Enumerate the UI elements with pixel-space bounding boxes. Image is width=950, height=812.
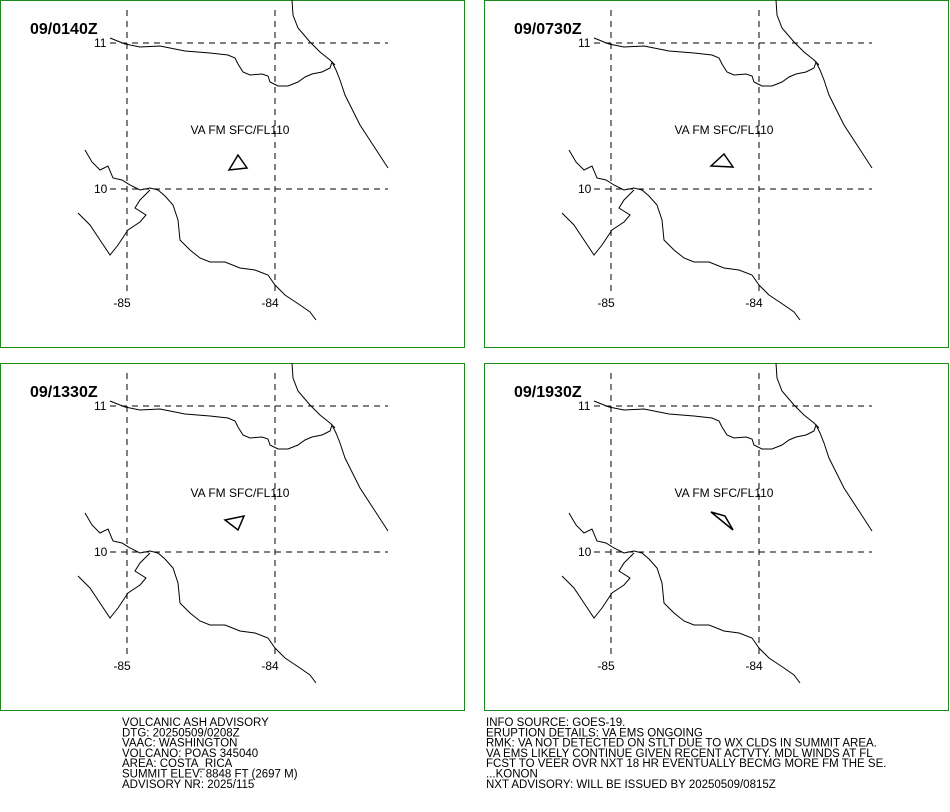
lat-label: 10 [94, 182, 108, 196]
ash-label: VA FM SFC/FL110 [191, 123, 290, 137]
lon-label: -84 [745, 659, 763, 673]
lon-label: -85 [113, 659, 131, 673]
advisory-line: VOLCANIC ASH ADVISORY [122, 717, 269, 729]
panel-frame [484, 0, 949, 348]
advisory-line: NXT ADVISORY: WILL BE ISSUED BY 20250509… [486, 779, 776, 791]
lat-label: 10 [578, 545, 592, 559]
advisory-line: INFO SOURCE: GOES-19. [486, 717, 625, 729]
lon-label: -84 [261, 659, 279, 673]
panel-frame [0, 363, 465, 711]
advisory-line: VAAC: WASHINGTON [122, 738, 237, 750]
ash-area [223, 514, 246, 532]
advisory-line: ...KONON [486, 769, 538, 781]
coastline [77, 362, 389, 684]
lon-label: -84 [261, 296, 279, 310]
advisory-line: VA EMS LIKELY CONTINUE GIVEN RECENT ACTV… [486, 748, 873, 760]
advisory-line: FCST TO VEER OVR NXT 18 HR EVENTUALLY BE… [486, 758, 886, 770]
valid-time: 09/1330Z [30, 384, 98, 401]
advisory-line: RMK: VA NOT DETECTED ON STLT DUE TO WX C… [486, 738, 877, 750]
map-panel: 09/1930Z VA FM SFC/FL110 11 10 -85 -84 [484, 362, 949, 711]
panel-frame [0, 0, 465, 348]
lat-label: 10 [94, 545, 108, 559]
advisory-line: SUMMIT ELEV: 8848 FT (2697 M) [122, 769, 298, 781]
lat-label: 11 [94, 36, 107, 50]
advisory-line: AREA: COSTA_RICA [122, 758, 233, 770]
ash-area [227, 153, 249, 171]
valid-time: 09/0730Z [514, 21, 582, 38]
lat-label: 10 [578, 182, 592, 196]
valid-time: 09/1930Z [514, 384, 582, 401]
lon-label: -85 [113, 296, 131, 310]
advisory-line: DTG: 20250509/0208Z [122, 727, 240, 739]
map-panel: 09/0140Z VA FM SFC/FL110 11 10 -85 -84 [0, 0, 465, 348]
ash-label: VA FM SFC/FL110 [675, 486, 774, 500]
lat-label: 11 [578, 399, 591, 413]
map-panel: 09/0730Z VA FM SFC/FL110 11 10 -85 -84 [484, 0, 949, 348]
advisory-line: ADVISORY NR: 2025/115 [122, 779, 254, 791]
lon-label: -84 [745, 296, 763, 310]
coastline [561, 362, 873, 684]
ash-label: VA FM SFC/FL110 [191, 486, 290, 500]
advisory-line: VOLCANO: POAS 345040 [122, 748, 258, 760]
ash-label: VA FM SFC/FL110 [675, 123, 774, 137]
panel-frame [484, 363, 949, 711]
lat-label: 11 [578, 36, 591, 50]
lon-label: -85 [597, 296, 615, 310]
ash-area [710, 511, 734, 531]
coastline [77, 0, 389, 321]
lat-label: 11 [94, 399, 107, 413]
ash-area [709, 152, 735, 168]
advisory-line: ERUPTION DETAILS: VA EMS ONGOING [486, 727, 703, 739]
map-panel: 09/1330Z VA FM SFC/FL110 11 10 -85 -84 [0, 362, 465, 711]
lon-label: -85 [597, 659, 615, 673]
valid-time: 09/0140Z [30, 21, 98, 38]
